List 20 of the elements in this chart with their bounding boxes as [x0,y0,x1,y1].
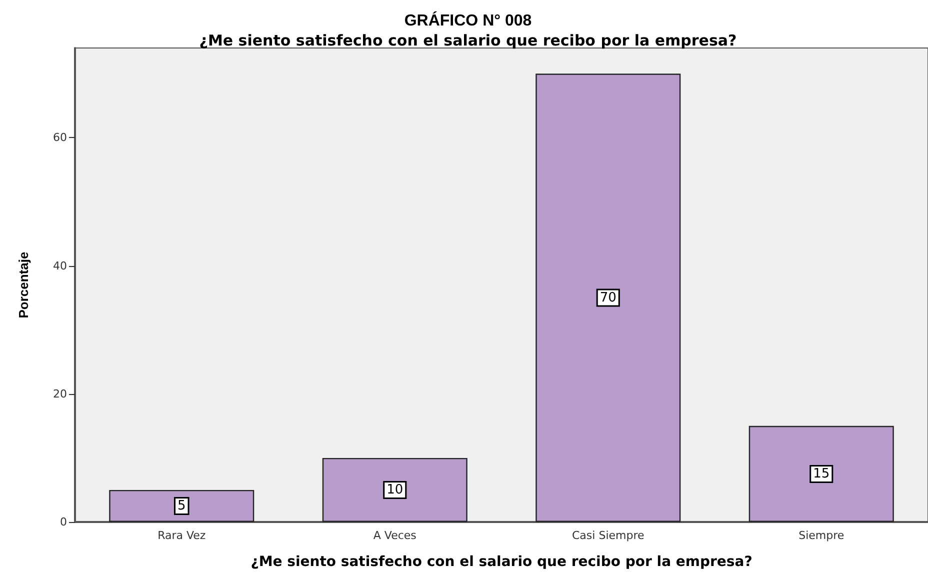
y-tick-label: 0 [60,516,67,528]
chart-title: GRÁFICO N° 008 [404,10,532,30]
data-label: 70 [600,290,616,306]
bar [322,458,468,522]
x-axis-title: ¿Me siento satisfecho con el salario que recibo por la empresa? [250,554,752,570]
x-tick-label: Rara Vez [158,529,206,542]
y-axis-title: Porcentaje [16,252,31,318]
y-tick-label: 40 [53,259,67,272]
x-tick-label: A Veces [373,529,417,542]
chart-subtitle: ¿Me siento satisfecho con el salario que recibo por la empresa? [199,32,737,50]
bar [109,490,254,522]
data-label: 5 [177,498,186,514]
y-tick-label: 60 [53,131,67,144]
bar [536,74,681,522]
data-label: 10 [386,482,404,498]
x-tick-label: Siempre [798,529,844,542]
data-label: 15 [813,466,830,482]
bar [748,426,894,522]
y-tick-label: 20 [53,387,67,400]
x-tick-label: Casi Siempre [572,529,644,542]
